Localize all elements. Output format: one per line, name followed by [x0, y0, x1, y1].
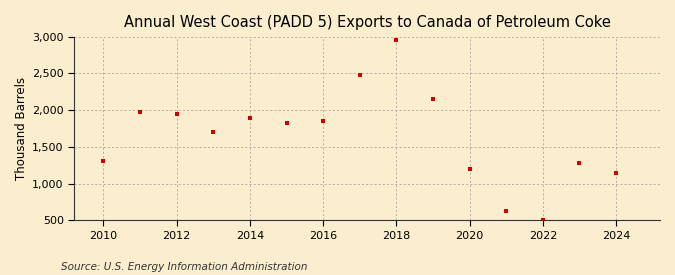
Point — [427, 97, 438, 101]
Point — [244, 115, 255, 120]
Y-axis label: Thousand Barrels: Thousand Barrels — [15, 77, 28, 180]
Point — [318, 119, 329, 123]
Point — [574, 161, 585, 166]
Text: Source: U.S. Energy Information Administration: Source: U.S. Energy Information Administ… — [61, 262, 307, 272]
Point — [171, 112, 182, 116]
Point — [537, 218, 548, 222]
Point — [501, 209, 512, 213]
Title: Annual West Coast (PADD 5) Exports to Canada of Petroleum Coke: Annual West Coast (PADD 5) Exports to Ca… — [124, 15, 611, 30]
Point — [354, 73, 365, 78]
Point — [611, 170, 622, 175]
Point — [281, 121, 292, 125]
Point — [98, 159, 109, 163]
Point — [464, 167, 475, 171]
Point — [208, 130, 219, 134]
Point — [135, 110, 146, 114]
Point — [391, 38, 402, 43]
